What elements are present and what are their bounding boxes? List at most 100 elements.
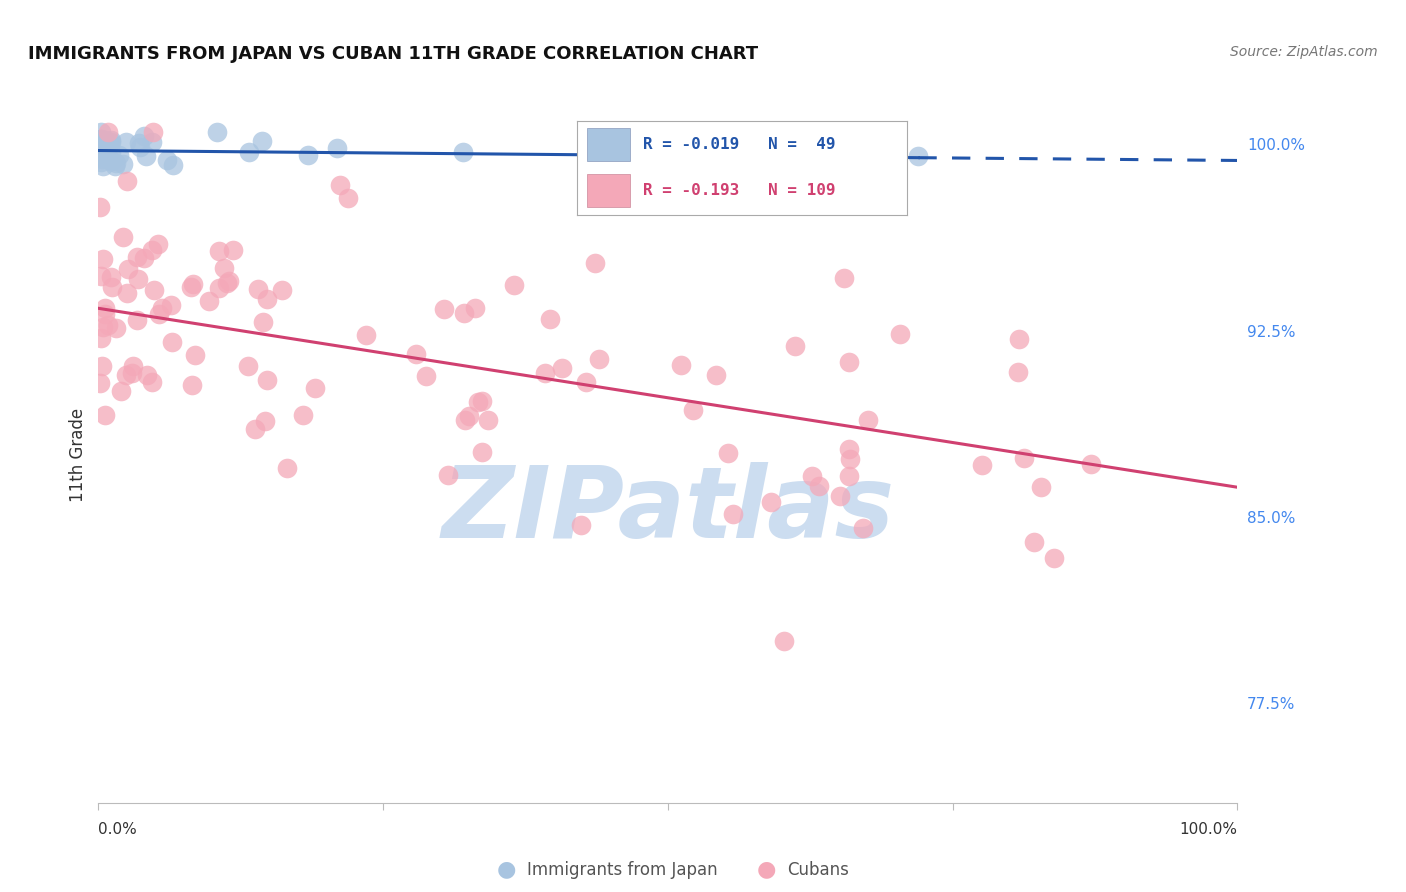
Point [117, 262, 139, 277]
Point [91, 136, 114, 150]
Point [148, 237, 170, 252]
Point [221, 244, 243, 258]
Point [454, 412, 477, 426]
Point [534, 366, 557, 380]
Point [127, 271, 149, 285]
Point [94, 301, 117, 316]
Point [141, 244, 163, 258]
Point [134, 128, 156, 143]
Point [115, 368, 138, 382]
Point [91, 159, 114, 173]
Point [717, 446, 740, 460]
Point [772, 634, 794, 648]
Point [90, 145, 112, 159]
Point [1022, 535, 1045, 549]
Point [94, 308, 117, 322]
Point [89, 134, 111, 148]
Text: ZIPatlas: ZIPatlas [441, 462, 894, 559]
Point [128, 140, 150, 154]
Y-axis label: 11th Grade: 11th Grade [69, 408, 87, 502]
Point [97, 135, 120, 149]
Point [162, 158, 184, 172]
Point [405, 347, 427, 361]
Point [100, 153, 122, 168]
Point [721, 507, 744, 521]
Point [832, 270, 855, 285]
Text: 0.0%: 0.0% [98, 822, 138, 837]
Point [89, 140, 111, 154]
Point [198, 293, 221, 308]
Point [337, 191, 360, 205]
Point [569, 518, 592, 533]
Point [100, 136, 122, 150]
Point [329, 178, 352, 193]
Point [326, 141, 349, 155]
Point [205, 125, 228, 139]
Point [115, 286, 138, 301]
Point [907, 149, 929, 163]
Point [682, 402, 704, 417]
Point [451, 145, 474, 159]
Text: Cubans: Cubans [787, 861, 849, 879]
Point [256, 373, 278, 387]
Point [111, 157, 134, 171]
Point [477, 413, 499, 427]
Point [208, 280, 231, 294]
Point [714, 153, 737, 168]
Point [93, 133, 115, 147]
Point [838, 442, 860, 457]
Point [127, 250, 149, 264]
Point [90, 125, 112, 139]
Point [838, 468, 860, 483]
Point [1042, 551, 1064, 566]
Point [759, 494, 782, 508]
Point [122, 359, 145, 374]
Point [89, 136, 111, 150]
Point [90, 131, 112, 145]
Point [93, 137, 115, 152]
Point [243, 422, 266, 436]
Point [253, 414, 276, 428]
Point [110, 384, 132, 399]
Point [238, 359, 260, 373]
Point [148, 307, 170, 321]
Point [115, 135, 138, 149]
Point [90, 132, 112, 146]
Text: Source: ZipAtlas.com: Source: ZipAtlas.com [1230, 45, 1378, 59]
Point [100, 153, 122, 168]
Point [132, 252, 155, 266]
Point [437, 468, 460, 483]
Point [252, 134, 274, 148]
Point [100, 279, 122, 293]
Point [1012, 450, 1035, 465]
Point [156, 153, 179, 167]
Point [141, 375, 163, 389]
Point [96, 145, 118, 160]
Point [889, 326, 911, 341]
Point [97, 153, 120, 167]
Point [142, 125, 165, 139]
Point [135, 149, 157, 163]
Point [115, 174, 138, 188]
Point [94, 408, 117, 422]
Point [704, 368, 727, 382]
Point [502, 278, 524, 293]
Point [291, 409, 314, 423]
Point [270, 283, 292, 297]
Point [89, 376, 111, 390]
Point [238, 145, 260, 159]
Point [100, 133, 122, 147]
Point [671, 358, 693, 372]
Point [828, 139, 851, 153]
Point [538, 312, 561, 326]
Point [217, 277, 239, 291]
Point [108, 147, 131, 161]
Point [464, 301, 486, 316]
Point [1080, 457, 1102, 471]
Point [218, 274, 240, 288]
Point [276, 460, 298, 475]
Point [575, 375, 598, 389]
Point [471, 445, 494, 459]
Point [246, 282, 269, 296]
Point [100, 145, 122, 160]
